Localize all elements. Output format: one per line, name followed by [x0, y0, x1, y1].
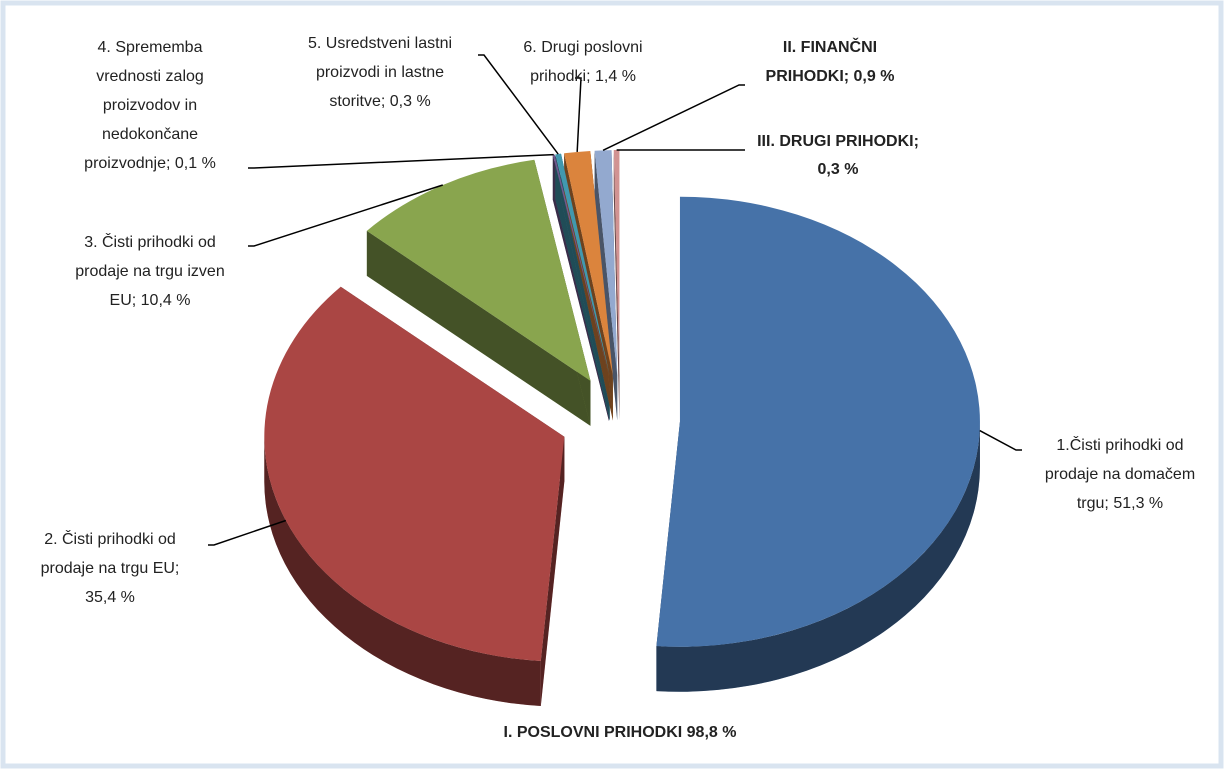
slice	[555, 153, 610, 376]
data-label: nedokončane	[102, 126, 198, 143]
data-label: trgu; 51,3 %	[1077, 495, 1163, 512]
data-label: prodaje na domačem	[1045, 466, 1195, 483]
slice	[613, 150, 620, 376]
slice	[366, 159, 591, 381]
data-label: prodaje na trgu izven	[75, 263, 224, 280]
data-label: prihodki; 1,4 %	[530, 68, 636, 85]
data-label: 0,3 %	[818, 161, 859, 178]
leader-line	[602, 84, 745, 151]
data-label: 2. Čisti prihodki od	[44, 529, 176, 548]
data-label: proizvodov in	[103, 97, 197, 114]
slice-shade	[613, 150, 620, 421]
data-label: 3. Čisti prihodki od	[84, 232, 216, 251]
labels: 1.Čisti prihodki od prodaje na domačem trg…	[41, 35, 1196, 606]
slice-shade	[540, 436, 565, 707]
slice-tops	[264, 150, 980, 662]
data-label: proizvodi in lastne	[316, 64, 444, 81]
leader-line	[248, 184, 444, 247]
slice	[656, 196, 980, 647]
slice-shade	[366, 230, 591, 426]
data-label: PRIHODKI; 0,9 %	[766, 68, 895, 85]
data-label: proizvodnje; 0,1 %	[84, 155, 216, 172]
slice	[264, 286, 565, 662]
data-label: 6. Drugi poslovni	[523, 39, 642, 56]
data-label: prodaje na trgu EU;	[41, 560, 180, 577]
data-label: III. DRUGI PRIHODKI;	[757, 133, 919, 150]
data-label: EU; 10,4 %	[110, 292, 191, 309]
slice-shade	[594, 150, 618, 421]
data-label: 1.Čisti prihodki od	[1056, 435, 1183, 454]
data-label: II. FINANČNI	[783, 37, 877, 56]
data-label: 5. Usredstveni lastni	[308, 35, 452, 52]
slice-shade	[656, 421, 980, 692]
annotation: I. POSLOVNI PRIHODKI 98,8 %	[504, 724, 737, 741]
leader-line	[478, 54, 559, 155]
data-label: storitve; 0,3 %	[329, 93, 430, 110]
leader-line	[575, 77, 582, 152]
slice	[564, 150, 613, 376]
slice-shade	[264, 436, 541, 707]
data-label: 4. Sprememba	[98, 39, 203, 56]
leader-line	[248, 153, 554, 169]
data-label: 35,4 %	[85, 589, 135, 606]
slice	[552, 154, 609, 376]
data-label: vrednosti zalog	[96, 68, 204, 85]
leader-line	[208, 519, 287, 546]
leader-line	[979, 429, 1022, 451]
slice	[594, 150, 618, 376]
